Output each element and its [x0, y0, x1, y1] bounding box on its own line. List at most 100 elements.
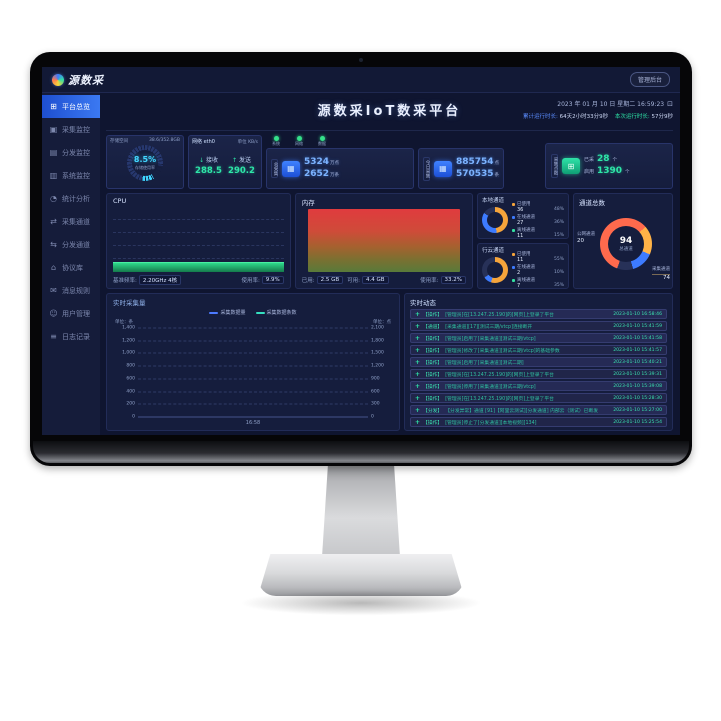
admin-backend-button[interactable]: 管理后台: [629, 72, 670, 87]
activity-text: [采集通道][17][测试三期/vtcp]连接断开: [445, 324, 533, 330]
x-axis-label: 16:58: [245, 420, 261, 426]
activity-text: 【分发异常】通道 [91]【阿里云测试][分发通道] 内部云（测试）已断发: [445, 408, 599, 414]
activity-row[interactable]: + 【操作】 [管理员]在[13.247.25.190]的[网页]上登录了平台 …: [410, 393, 667, 403]
right-tick-label: 600: [371, 389, 380, 395]
today-collect-values: 885754点 570535条: [456, 157, 499, 180]
left-tick-label: 600: [126, 376, 135, 382]
points-row1-unit: 个: [612, 158, 617, 164]
activity-row[interactable]: + 【操作】 [管理员]停止了[分发通道][本地视频][134] 2023-01…: [410, 417, 667, 427]
storage-card-header: 存储空间 38.6/352.8GB: [110, 138, 180, 144]
activity-row[interactable]: + 【分发】 【分发异常】通道 [91]【阿里云测试][分发通道] 内部云（测试…: [410, 405, 667, 415]
storage-capacity: 38.6/352.8GB: [149, 138, 180, 143]
right-tick-label: 2,100: [371, 325, 384, 331]
recv-value: 288.5: [195, 166, 222, 176]
public-channel-label: 公网通道 20: [577, 232, 595, 245]
activity-row[interactable]: + 【操作】 [管理员]启用了[采集通道][测试二期] 2023-01-10 1…: [410, 357, 667, 367]
sidebar-item-label: 消息规则: [62, 286, 90, 295]
activity-row[interactable]: + 【操作】 [管理员]启用了[采集通道][测试三期/vtcp] 2023-01…: [410, 333, 667, 343]
plus-icon: +: [415, 346, 421, 354]
status-dot-label: 数据: [318, 141, 326, 146]
plus-icon: +: [415, 418, 421, 426]
memory-footer: 已用: 2.5 GB 可用: 4.4 GB 使用率: 33.2%: [302, 274, 466, 285]
activity-tag: 【操作】: [423, 360, 443, 366]
sidebar-item-overview[interactable]: ⊞ 平台总览: [42, 95, 100, 118]
right-tick-label: 1,200: [371, 363, 384, 369]
sidebar-item-icon: ≡: [50, 332, 57, 341]
stats-spacer: [508, 135, 541, 189]
chart-legend-item[interactable]: 采集数据量: [209, 309, 246, 316]
chart-gridline: 600 900: [113, 376, 393, 381]
cpu-freq-value: 2.20GHz 4核: [138, 274, 182, 285]
plus-icon: +: [415, 394, 421, 402]
realtime-chart-title: 实时采集量: [113, 299, 146, 307]
sidebar-item-message-rule[interactable]: ✉ 消息规则: [42, 279, 100, 302]
sidebar-item-collect-channel[interactable]: ⇄ 采集通道: [42, 210, 100, 233]
activity-time: 2023-01-10 15:41:57: [613, 347, 662, 353]
memory-used-label: 已用:: [301, 277, 315, 284]
plus-icon: +: [415, 310, 421, 318]
sidebar-item-dispatch-channel[interactable]: ⇆ 分发通道: [42, 233, 100, 256]
legend-entry: 已使用 11 55%: [512, 251, 564, 263]
activity-text: [管理员]启用了[采集通道][测试三期/vtcp]: [445, 336, 536, 342]
activity-time: 2023-01-10 15:25:54: [613, 419, 662, 425]
legend-percent: 55%: [553, 257, 564, 262]
activity-row[interactable]: + 【操作】 [管理员]在[13.247.25.190]的[网页]上登录了平台 …: [410, 309, 667, 319]
sidebar-item-stats-analysis[interactable]: ◔ 统计分析: [42, 187, 100, 210]
activity-list: + 【操作】 [管理员]在[13.247.25.190]的[网页]上登录了平台 …: [410, 309, 667, 427]
plus-icon: +: [415, 382, 421, 390]
sidebar-item-icon: ⊞: [50, 102, 57, 111]
activity-row[interactable]: + 【通道】 [采集通道][17][测试三期/vtcp]连接断开 2023-01…: [410, 321, 667, 331]
legend-entry: 在线通道 2 10%: [512, 264, 564, 276]
network-title: 网络 eth0: [192, 139, 215, 145]
send-value: 290.2: [228, 166, 255, 176]
right-tick-label: 1,800: [371, 338, 384, 344]
activity-tag: 【操作】: [423, 336, 443, 342]
sidebar-item-user-mgmt[interactable]: ☺ 用户管理: [42, 302, 100, 325]
chart-gridline: 0 0: [113, 415, 393, 420]
left-tick-label: 1,000: [122, 350, 135, 356]
activity-tag: 【操作】: [423, 396, 443, 402]
memory-free-label: 可用:: [347, 277, 361, 284]
uptime-total-label: 累计运行时长:: [523, 114, 558, 120]
upload-arrow-icon: ↑: [232, 157, 238, 164]
activity-tag: 【通道】: [423, 324, 443, 330]
storage-gauge-text: 8.5% 存储使用率: [127, 145, 163, 181]
legend-entry: 离线通道 7 35%: [512, 277, 564, 289]
legend-dot-icon: [512, 202, 515, 206]
fullscreen-icon[interactable]: ⊡: [667, 99, 673, 108]
sidebar-item-protocol-lib[interactable]: ⌂ 协议库: [42, 256, 100, 279]
sidebar-item-dispatch-monitor[interactable]: ▤ 分发监控: [42, 141, 100, 164]
activity-row[interactable]: + 【操作】 [管理员]在[13.247.25.190]的[网页]上登录了平台 …: [410, 369, 667, 379]
sidebar-item-collect-monitor[interactable]: ▣ 采集监控: [42, 118, 100, 141]
status-dot-icon: [273, 136, 279, 141]
activity-text: [管理员]启用了[采集通道][测试二期]: [445, 360, 524, 366]
chart-legend-item[interactable]: 采集数据条数: [255, 309, 297, 316]
local-channel-legend: 已使用 36 48% 在线通道 27 36% 离线通道 11 15%: [512, 201, 564, 239]
status-dot-label: 系统: [272, 141, 280, 146]
activity-time: 2023-01-10 15:27:00: [613, 407, 662, 413]
points-icon: ⊞: [561, 158, 580, 174]
left-tick-label: 200: [126, 401, 135, 407]
legend-dot-icon: [512, 228, 515, 232]
sidebar-item-system-monitor[interactable]: ▥ 系统监控: [42, 164, 100, 187]
activity-row[interactable]: + 【操作】 [管理员]停用了[采集通道][测试三期/vtcp] 2023-01…: [410, 381, 667, 391]
memory-usage-label: 使用率:: [420, 277, 439, 284]
sidebar-item-log-record[interactable]: ≡ 日志记录: [42, 325, 100, 348]
today-points-value: 885754: [455, 156, 494, 167]
activity-tag: 【分发】: [423, 408, 443, 414]
left-tick-label: 400: [126, 389, 135, 395]
cpu-chart: [113, 207, 284, 272]
main-layout: ⊞ 平台总览 ▣ 采集监控 ▤ 分发监控 ▥ 系统监控 ◔ 统计分析 ⇄ 采集通…: [42, 93, 680, 435]
status-dot-icon: [319, 136, 325, 141]
activity-row[interactable]: + 【操作】 [管理员]修改了[采集通道][测试三期/vtcp]的基础参数 20…: [410, 345, 667, 355]
chart-gridline: 1,000 1,500: [113, 351, 393, 356]
sidebar-item-icon: ▥: [49, 171, 58, 180]
legend-percent: 36%: [553, 220, 564, 225]
recv-label: 接收: [205, 157, 218, 164]
legend-value: 7: [517, 283, 521, 289]
storage-title: 存储空间: [110, 139, 128, 144]
cpu-title: CPU: [113, 197, 127, 205]
legend-line-icon: [209, 311, 219, 314]
sidebar-item-icon: ⇄: [50, 217, 57, 226]
uptime-session-label: 本次运行时长:: [614, 114, 650, 120]
